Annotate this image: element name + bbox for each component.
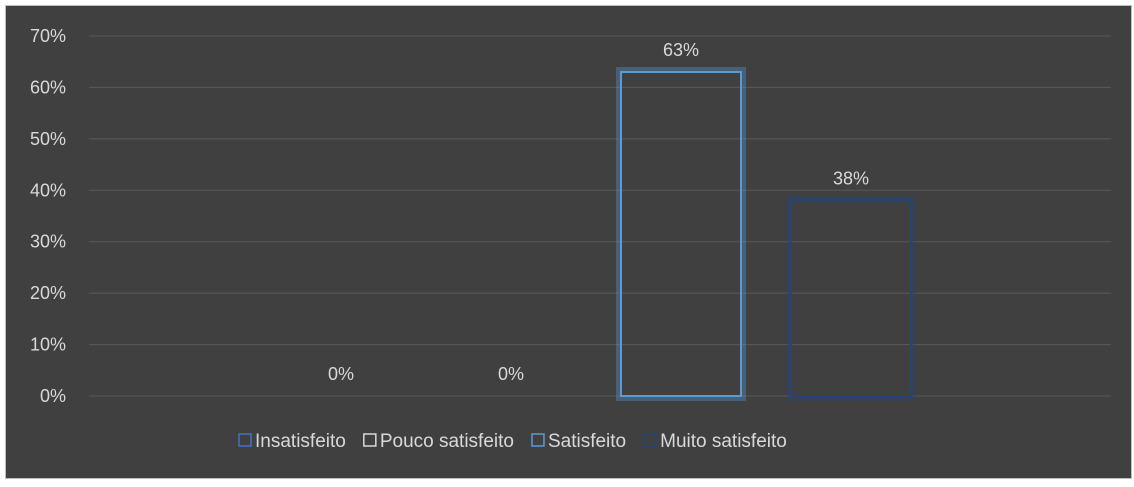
y-tick-label: 70% bbox=[30, 26, 66, 46]
bar-chart: 0% 10% 20% 30% 40% 50% 60% 70% 0% 0% 63% 38% Insat… bbox=[30, 26, 1111, 452]
y-tick-label: 60% bbox=[30, 77, 66, 97]
bar-muito-satisfeito bbox=[790, 199, 912, 397]
data-label: 0% bbox=[498, 364, 524, 384]
y-axis-ticks: 0% 10% 20% 30% 40% 50% 60% 70% bbox=[30, 26, 66, 406]
data-labels: 0% 0% 63% 38% bbox=[328, 40, 869, 384]
y-tick-label: 10% bbox=[30, 335, 66, 355]
chart-area: 0% 10% 20% 30% 40% 50% 60% 70% 0% 0% 63% 38% Insat… bbox=[5, 5, 1132, 479]
legend-item-pouco-satisfeito: Pouco satisfeito bbox=[380, 431, 514, 452]
y-tick-label: 20% bbox=[30, 283, 66, 303]
y-tick-label: 50% bbox=[30, 129, 66, 149]
legend-swatch bbox=[238, 433, 252, 447]
legend: Insatisfeito Pouco satisfeito Satisfeito Mu… bbox=[238, 431, 787, 452]
bar-glow bbox=[786, 195, 916, 401]
y-tick-label: 0% bbox=[40, 386, 66, 406]
legend-swatch bbox=[643, 433, 657, 447]
gridlines bbox=[89, 35, 1111, 397]
y-tick-label: 30% bbox=[30, 232, 66, 252]
bars bbox=[616, 67, 916, 401]
legend-item-satisfeito: Satisfeito bbox=[548, 431, 626, 452]
legend-item-insatisfeito: Insatisfeito bbox=[255, 431, 346, 452]
data-label: 63% bbox=[663, 40, 699, 60]
y-tick-label: 40% bbox=[30, 180, 66, 200]
bar-satisfeito bbox=[620, 71, 742, 397]
data-label: 0% bbox=[328, 364, 354, 384]
legend-swatch bbox=[363, 433, 377, 447]
bar-glow bbox=[616, 67, 746, 401]
legend-item-muito-satisfeito: Muito satisfeito bbox=[660, 431, 787, 452]
data-label: 38% bbox=[833, 169, 869, 189]
legend-swatch bbox=[531, 433, 545, 447]
